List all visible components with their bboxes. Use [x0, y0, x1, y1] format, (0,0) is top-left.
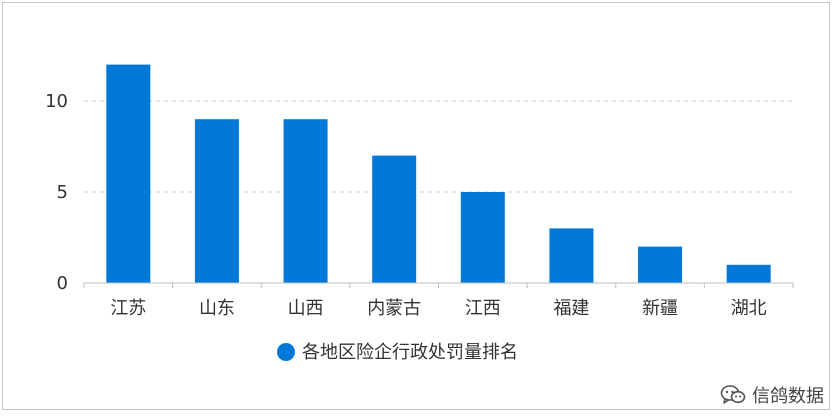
x-tick-label-1: 山东 — [199, 298, 235, 319]
bar-3[interactable] — [372, 155, 417, 283]
axes — [83, 282, 794, 288]
grid-lines — [84, 100, 793, 193]
bar-5[interactable] — [549, 228, 594, 283]
bar-0[interactable] — [106, 64, 151, 283]
y-tick-label-5: 5 — [57, 182, 68, 203]
x-tick-label-0: 江苏 — [110, 298, 146, 319]
x-tick-labels: 江苏 山东 山西 内蒙古 江西 福建 新疆 湖北 — [110, 298, 766, 319]
x-tick-label-4: 江西 — [465, 298, 501, 319]
bar-1[interactable] — [194, 119, 239, 283]
watermark-text: 信鸽数据 — [752, 386, 824, 407]
y-tick-label-10: 10 — [45, 91, 68, 112]
bar-6[interactable] — [638, 246, 683, 283]
x-tick-label-3: 内蒙古 — [367, 298, 421, 319]
bar-4[interactable] — [460, 192, 505, 283]
legend-marker[interactable] — [277, 343, 295, 361]
y-tick-label-0: 0 — [57, 273, 68, 294]
x-tick-label-5: 福建 — [553, 298, 589, 319]
x-tick-label-2: 山西 — [288, 298, 324, 319]
x-tick-label-7: 湖北 — [731, 298, 767, 319]
wechat-icon — [720, 384, 746, 406]
legend[interactable]: 各地区险企行政处罚量排名 — [277, 342, 518, 363]
x-tick-label-6: 新疆 — [642, 298, 678, 319]
bar-2[interactable] — [283, 119, 328, 283]
bar-7[interactable] — [726, 264, 771, 283]
legend-label[interactable]: 各地区险企行政处罚量排名 — [302, 342, 518, 363]
y-tick-labels: 0 5 10 — [45, 91, 68, 294]
bars — [106, 64, 771, 283]
watermark: 信鸽数据 — [720, 382, 824, 408]
